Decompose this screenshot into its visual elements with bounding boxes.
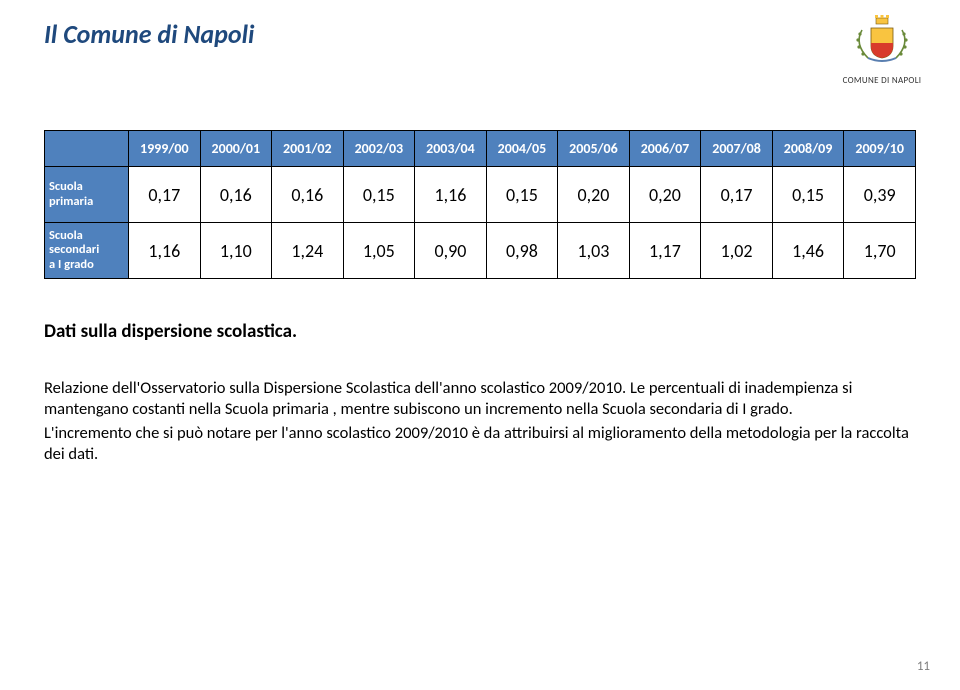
row-label: Scuolasecondaria I grado — [45, 223, 129, 279]
column-header: 2006/07 — [629, 131, 701, 167]
table-cell: 0,20 — [629, 167, 701, 223]
paragraph: L'incremento che si può notare per l'ann… — [44, 423, 916, 464]
table-cell: 1,10 — [200, 223, 272, 279]
column-header: 2000/01 — [200, 131, 272, 167]
table-cell: 1,46 — [772, 223, 844, 279]
column-header: 2008/09 — [772, 131, 844, 167]
row-label: Scuolaprimaria — [45, 167, 129, 223]
column-header: 2007/08 — [701, 131, 773, 167]
table-cell: 0,17 — [701, 167, 773, 223]
table-row: Scuolaprimaria0,170,160,160,151,160,150,… — [45, 167, 916, 223]
table-cell: 0,17 — [129, 167, 201, 223]
comune-napoli-logo: COMUNE DI NAPOLI — [840, 14, 924, 86]
table-cell: 1,03 — [558, 223, 630, 279]
table-cell: 1,05 — [343, 223, 415, 279]
column-header: 1999/00 — [129, 131, 201, 167]
table-cell: 0,15 — [343, 167, 415, 223]
table-cell: 1,70 — [844, 223, 916, 279]
table-cell: 0,39 — [844, 167, 916, 223]
table-cell: 0,15 — [772, 167, 844, 223]
coat-of-arms-icon — [840, 14, 924, 68]
table-cell: 0,98 — [486, 223, 558, 279]
table-cell: 0,16 — [272, 167, 344, 223]
table-cell: 0,16 — [200, 167, 272, 223]
column-header: 2001/02 — [272, 131, 344, 167]
body-text: Relazione dell'Osservatorio sulla Disper… — [44, 378, 916, 469]
table-cell: 1,16 — [415, 167, 487, 223]
column-header: 2003/04 — [415, 131, 487, 167]
table-cell: 1,16 — [129, 223, 201, 279]
table-cell: 0,20 — [558, 167, 630, 223]
table-cell: 0,90 — [415, 223, 487, 279]
table-cell: 1,17 — [629, 223, 701, 279]
page-number: 11 — [917, 659, 930, 674]
table-cell: 0,15 — [486, 167, 558, 223]
column-header: 2009/10 — [844, 131, 916, 167]
column-header: 2002/03 — [343, 131, 415, 167]
table-cell: 1,02 — [701, 223, 773, 279]
section-heading: Dati sulla dispersione scolastica. — [44, 320, 297, 343]
column-header: 2004/05 — [486, 131, 558, 167]
table-cell: 1,24 — [272, 223, 344, 279]
paragraph: Relazione dell'Osservatorio sulla Disper… — [44, 378, 916, 419]
page-title: Il Comune di Napoli — [44, 18, 254, 50]
table-corner — [45, 131, 129, 167]
logo-text: COMUNE DI NAPOLI — [840, 75, 924, 86]
data-table: 1999/002000/012001/022002/032003/042004/… — [44, 130, 916, 279]
column-header: 2005/06 — [558, 131, 630, 167]
table-row: Scuolasecondaria I grado1,161,101,241,05… — [45, 223, 916, 279]
